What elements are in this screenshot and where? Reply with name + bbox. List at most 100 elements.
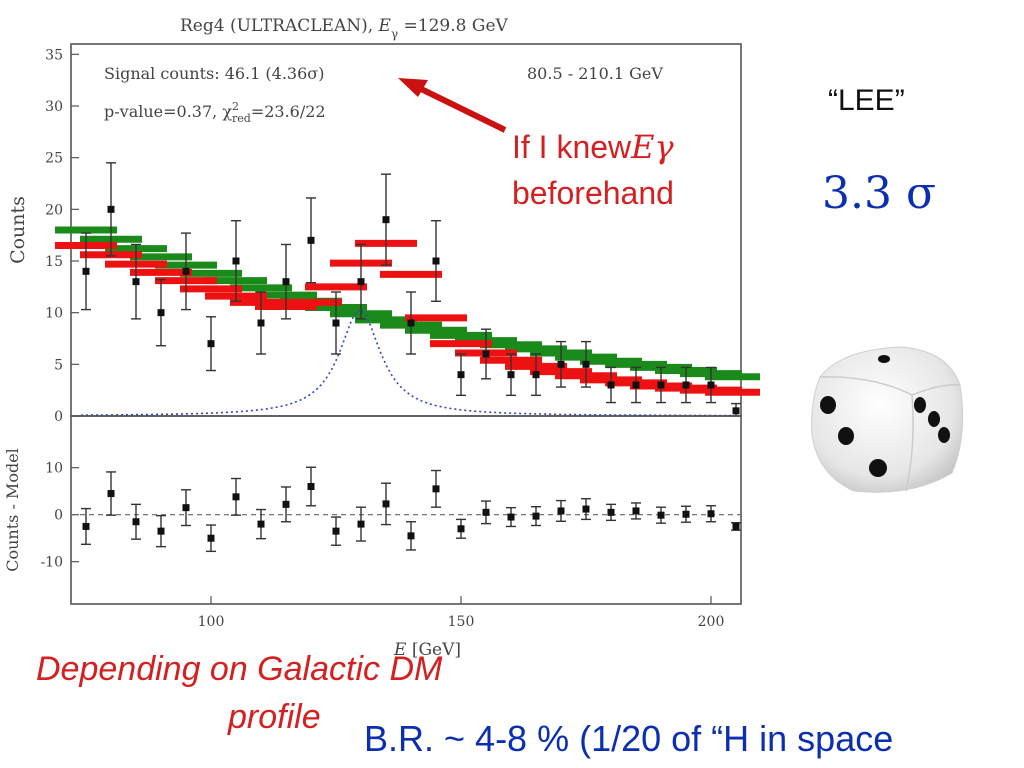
counts-y-axis: 0 5 10 15 20 25 30 35 [45, 47, 79, 425]
counts-data [55, 162, 760, 417]
residual-point [707, 510, 715, 518]
residuals-y-tick-label: 0 [54, 508, 63, 524]
counts-y-label: Counts [7, 196, 29, 264]
residuals-y-label: Counts - Model [3, 448, 22, 572]
knew-text: If I knew [512, 129, 632, 165]
count-point [282, 278, 290, 286]
egamma-symbol: Eγ [631, 128, 674, 166]
chart-title: Reg4 (ULTRACLEAN), Eγ =129.8 GeV [180, 16, 509, 41]
count-point [257, 319, 265, 327]
pvalue-prefix: p-value=0.37, χ [104, 102, 232, 121]
residual-point [182, 504, 190, 512]
count-point [457, 371, 465, 379]
residuals-panel-frame [70, 415, 742, 605]
count-point [582, 360, 590, 368]
counts-y-tick-label: 5 [54, 357, 63, 373]
residual-point [732, 522, 740, 530]
energy-x-tick-label: 100 [198, 614, 225, 630]
signal-counts-annotation: Signal counts: 46.1 (4.36σ) [104, 64, 324, 83]
residual-point [307, 483, 315, 490]
residuals-y-tick-label: -10 [40, 555, 63, 571]
residuals-panel: 100-10 100 150 200 Counts - Model E [GeV] [3, 415, 742, 660]
count-point [207, 340, 215, 348]
counts-y-tick-label: 20 [45, 202, 63, 218]
count-point [707, 381, 715, 389]
count-point [307, 236, 315, 244]
counts-y-tick-label: 10 [45, 306, 63, 322]
count-point [182, 267, 190, 275]
residual-point [282, 500, 290, 508]
fermi-line-chart: Reg4 (ULTRACLEAN), Eγ =129.8 GeV 0 5 10 15 2… [3, 16, 760, 660]
residual-point [232, 493, 240, 501]
pvalue-sub: red [232, 112, 251, 125]
counts-y-tick-label: 0 [54, 409, 63, 425]
title-suffix: =129.8 GeV [398, 16, 508, 36]
residual-point [82, 522, 90, 530]
residuals-x-axis: 100 150 200 [198, 596, 725, 630]
count-point [407, 319, 415, 327]
residual-point [207, 534, 215, 542]
residual-point [457, 525, 465, 533]
residuals-data [71, 466, 741, 553]
counts-y-tick-label: 30 [45, 99, 63, 115]
residual-point [157, 527, 165, 535]
profile-label: profile [228, 698, 321, 736]
residuals-y-axis: 10 0 -10 [40, 461, 79, 571]
residuals-y-tick-label: 10 [45, 461, 63, 477]
residual-point [657, 511, 665, 519]
count-point [482, 350, 490, 358]
galactic-dm-label: Depending on Galactic DM [36, 650, 443, 688]
energy-x-label: E [GeV] [393, 640, 461, 660]
count-point [232, 257, 240, 265]
count-point [357, 278, 365, 286]
residual-point [507, 513, 515, 521]
residual-point [357, 520, 365, 528]
arrow-icon [398, 78, 507, 133]
energy-range-annotation: 80.5 - 210.1 GeV [527, 64, 663, 83]
count-point [107, 205, 115, 213]
counts-y-tick-label: 15 [45, 254, 63, 270]
residual-point [332, 527, 340, 535]
count-point [507, 371, 515, 379]
energy-x-tick-label: 200 [698, 614, 725, 630]
dice-icon [811, 346, 964, 493]
count-point [657, 381, 665, 389]
residual-point [582, 505, 590, 513]
count-point [682, 381, 690, 389]
counts-panel: 0 5 10 15 20 25 30 35 Counts Signal counts: 46.… [7, 43, 760, 425]
count-point [557, 360, 565, 368]
count-point [532, 371, 540, 379]
residual-point [682, 510, 690, 518]
count-point [332, 319, 340, 327]
residual-point [632, 507, 640, 515]
residual-point [557, 507, 565, 515]
residual-point [132, 518, 140, 526]
residual-point [107, 490, 115, 498]
count-point [632, 381, 640, 389]
counts-y-tick-label: 25 [45, 151, 63, 167]
count-point [132, 278, 140, 286]
branching-ratio-label: B.R. ~ 4-8 % (1/20 of “H in space [364, 718, 894, 759]
lee-label: “LEE” [828, 84, 905, 117]
x-label-symbol: E [393, 640, 407, 660]
count-point [382, 216, 390, 224]
title-subscript: γ [391, 27, 398, 41]
count-point [82, 267, 90, 275]
residual-point [607, 508, 615, 516]
residual-point [432, 485, 440, 493]
count-point [157, 309, 165, 317]
pvalue-suffix: =23.6/22 [251, 102, 326, 121]
p-value-annotation: p-value=0.37, χ2 red=23.6/22 [104, 100, 326, 125]
title-prefix: Reg4 (ULTRACLEAN), [180, 16, 379, 36]
residual-point [482, 508, 490, 516]
beforehand-label: beforehand [512, 175, 674, 211]
sigma-value: 3.3 σ [822, 168, 936, 219]
pvalue-sup: 2 [232, 100, 239, 113]
residual-point [532, 512, 540, 520]
energy-x-tick-label: 150 [448, 614, 475, 630]
count-point [432, 257, 440, 265]
residual-point [407, 532, 415, 540]
x-label-unit: [GeV] [406, 640, 461, 660]
residual-point [382, 500, 390, 508]
count-point [607, 381, 615, 389]
